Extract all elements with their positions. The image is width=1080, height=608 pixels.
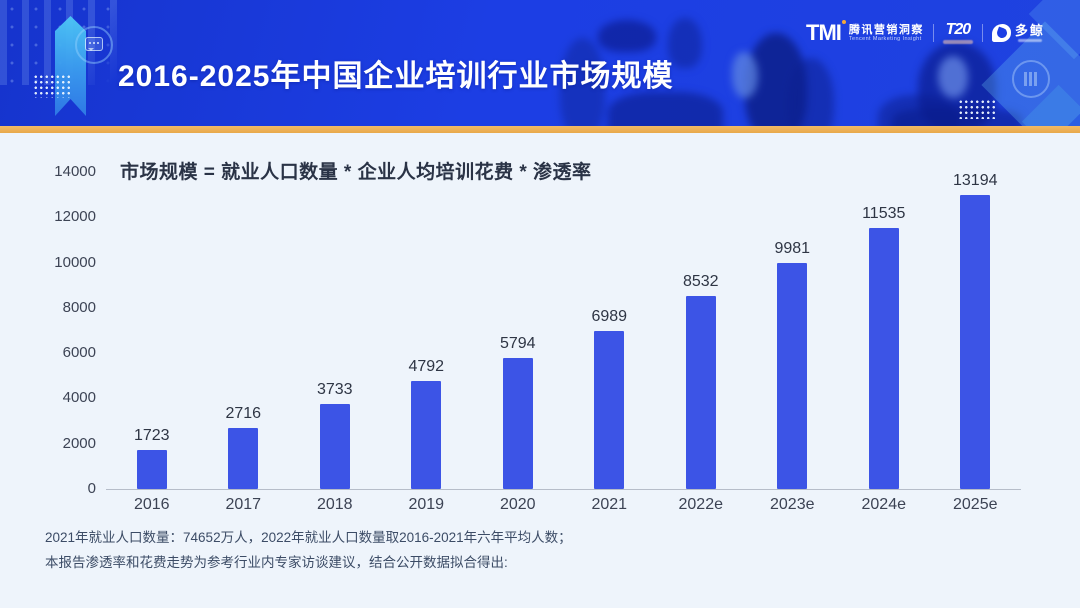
bar bbox=[868, 227, 899, 489]
footnote-line-1: 2021年就业人口数量：74652万人，2022年就业人口数量取2016-202… bbox=[45, 530, 572, 545]
y-tick-label: 6000 bbox=[62, 344, 96, 362]
bar bbox=[960, 195, 991, 489]
x-tick-label: 2024e bbox=[861, 496, 907, 513]
page-title: 2016-2025年中国企业培训行业市场规模 bbox=[118, 60, 674, 93]
chart-formula-title: 市场规模 = 就业人口数量 * 企业人均培训花费 * 渗透率 bbox=[120, 162, 592, 183]
bar-value-label: 9981 bbox=[774, 240, 811, 258]
footnote: 2021年就业人口数量：74652万人，2022年就业人口数量取2016-202… bbox=[45, 526, 572, 576]
person-silhouette bbox=[892, 108, 1022, 126]
bar-column: 3733 bbox=[289, 172, 381, 489]
x-tick-label: 2020 bbox=[499, 496, 536, 513]
x-tick-label: 2022e bbox=[678, 496, 724, 513]
person-silhouette bbox=[560, 38, 605, 126]
y-tick-label: 14000 bbox=[54, 163, 96, 180]
footnote-line-2: 本报告渗透率和花费走势为参考行业内专家访谈建议，结合公开数据拟合得出: bbox=[45, 554, 508, 570]
bar bbox=[319, 404, 350, 489]
x-tick-label: 2017 bbox=[225, 496, 262, 513]
bar bbox=[411, 380, 442, 489]
x-tick-label: 2018 bbox=[316, 496, 353, 513]
tmi-logo-en: Tencent Marketing Insight bbox=[848, 36, 922, 43]
bar bbox=[685, 295, 716, 489]
audience-photo-decoration bbox=[540, 0, 1080, 126]
person-silhouette bbox=[788, 58, 834, 126]
bar-value-label: 2716 bbox=[225, 404, 262, 422]
y-tick-label: 10000 bbox=[54, 253, 96, 271]
person-silhouette bbox=[608, 92, 723, 126]
bar-column: 11535 bbox=[838, 172, 930, 489]
x-tick-label: 2016 bbox=[133, 496, 170, 513]
bar-column: 1723 bbox=[106, 172, 198, 489]
y-tick-label: 12000 bbox=[54, 208, 96, 226]
bar-column: 5794 bbox=[472, 172, 564, 489]
dot-grid-decoration-left bbox=[33, 74, 70, 98]
x-tick-label: 2023e bbox=[770, 496, 815, 513]
person-silhouette bbox=[598, 20, 656, 52]
dot-grid-decoration-right bbox=[958, 99, 998, 119]
duojing-logo-cn: 多鲸 bbox=[1014, 22, 1045, 38]
bar-plot: 1723 2716 3733 4792 5794 6989 8532 9981 11535 131… bbox=[106, 172, 1021, 490]
bar-value-label: 5794 bbox=[499, 334, 536, 352]
bar-column: 13194 bbox=[930, 172, 1022, 489]
bar-column: 6989 bbox=[564, 172, 656, 489]
person-face bbox=[938, 56, 968, 98]
tmi-logo-dot bbox=[841, 20, 846, 24]
t20-logo: T20 bbox=[945, 21, 972, 39]
duojing-logo: 多鲸 bbox=[991, 22, 1045, 43]
x-tick-label: 2019 bbox=[408, 496, 445, 513]
x-tick-label: 2021 bbox=[591, 496, 628, 513]
logo-divider bbox=[932, 24, 934, 42]
y-tick-label: 4000 bbox=[62, 389, 96, 407]
bar bbox=[502, 357, 533, 489]
grid-icon-badge bbox=[1012, 60, 1050, 98]
bar bbox=[136, 450, 167, 489]
bar bbox=[594, 330, 625, 489]
tmi-logo-cn: 腾讯营销洞察 bbox=[848, 23, 924, 36]
x-axis-labels: 2016 2017 2018 2019 2020 2021 2022e 2023e 2024e 2… bbox=[106, 496, 1021, 514]
tmi-logo: TMI bbox=[806, 20, 846, 46]
header-banner: 2016-2025年中国企业培训行业市场规模 TMI 腾讯营销洞察 Tencen… bbox=[0, 0, 1080, 126]
bar-value-label: 3733 bbox=[316, 381, 353, 399]
duojing-logo-subtext-blur bbox=[1017, 38, 1042, 43]
whale-icon bbox=[991, 24, 1011, 42]
y-tick-label: 0 bbox=[87, 480, 96, 497]
logo-bar: TMI 腾讯营销洞察 Tencent Marketing Insight T20… bbox=[806, 17, 1045, 49]
bar-column: 4792 bbox=[381, 172, 473, 489]
bar-value-label: 8532 bbox=[682, 272, 719, 290]
accent-divider bbox=[0, 126, 1080, 133]
logo-divider bbox=[981, 24, 983, 42]
y-tick-label: 2000 bbox=[62, 434, 96, 452]
person-silhouette bbox=[668, 18, 702, 68]
speech-bubble-icon bbox=[85, 37, 103, 51]
bar bbox=[777, 263, 808, 489]
t20-logo-subtext-blur bbox=[942, 40, 973, 44]
bar-value-label: 13194 bbox=[953, 172, 998, 189]
bar-value-label: 6989 bbox=[591, 307, 628, 325]
bar-value-label: 1723 bbox=[133, 427, 170, 444]
bar-value-label: 4792 bbox=[408, 357, 445, 375]
bar-column: 2716 bbox=[198, 172, 290, 489]
bar-value-label: 11535 bbox=[862, 204, 906, 222]
bar-column: 9981 bbox=[747, 172, 839, 489]
bar bbox=[228, 427, 259, 489]
bar-column: 8532 bbox=[655, 172, 747, 489]
y-tick-label: 8000 bbox=[62, 298, 96, 316]
person-face bbox=[732, 52, 758, 98]
chat-bubble-icon bbox=[75, 26, 113, 64]
x-tick-label: 2025e bbox=[953, 496, 998, 513]
